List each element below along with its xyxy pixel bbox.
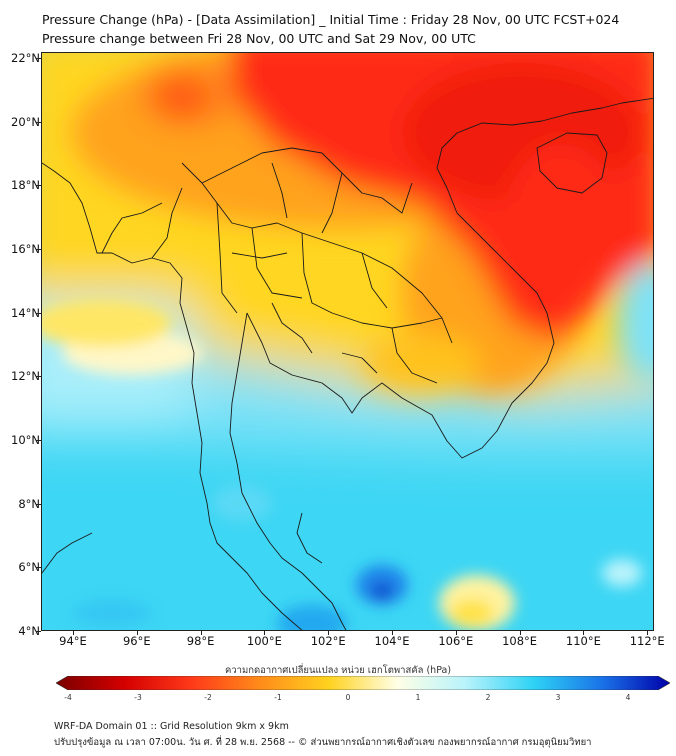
longitude-tick	[455, 631, 457, 635]
colorbar-tick-label: 4	[625, 693, 631, 702]
latitude-tick	[36, 376, 41, 378]
footer-domain-info: WRF-DA Domain 01 :: Grid Resolution 9km …	[54, 721, 289, 732]
longitude-label: 112°E	[629, 634, 665, 648]
map-subtitle: Pressure change between Fri 28 Nov, 00 U…	[42, 31, 476, 46]
longitude-tick	[73, 631, 74, 635]
colorbar-tick-label: -4	[64, 693, 72, 702]
latitude-label: 6°N	[18, 560, 40, 575]
longitude-tick	[392, 631, 393, 635]
longitude-tick	[328, 631, 330, 635]
latitude-label: 8°N	[18, 496, 40, 511]
colorbar	[56, 676, 670, 690]
latitude-label: 4°N	[18, 624, 40, 638]
latitude-label: 18°N	[11, 178, 40, 193]
latitude-tick	[36, 58, 41, 59]
longitude-label: 106°E	[438, 634, 474, 648]
colorbar-tick-label: -2	[204, 693, 212, 702]
latitude-tick	[36, 121, 41, 123]
latitude-label: 22°N	[11, 51, 40, 65]
latitude-label: 16°N	[11, 242, 40, 256]
colorbar-title: ความกดอากาศเปลี่ยนแปลง หน่วย เฮกโตพาสคัล…	[224, 665, 452, 676]
longitude-tick	[647, 631, 649, 635]
colorbar-tick-label: 3	[555, 693, 561, 702]
pressure-change-map	[41, 52, 654, 631]
longitude-label: 98°E	[186, 634, 215, 648]
longitude-label: 96°E	[122, 634, 151, 648]
longitude-tick	[136, 631, 138, 635]
footer-credit: ปรับปรุงข้อมูล ณ เวลา 07:00น. วัน ศ. ที่…	[54, 737, 592, 748]
latitude-label: 10°N	[11, 433, 40, 447]
longitude-label: 102°E	[310, 634, 346, 648]
latitude-tick	[36, 503, 41, 505]
latitude-tick	[36, 312, 41, 314]
latitude-label: 20°N	[11, 114, 40, 129]
map-title: Pressure Change (hPa) - [Data Assimilati…	[42, 12, 620, 27]
latitude-tick	[36, 440, 41, 441]
longitude-tick	[264, 631, 266, 635]
longitude-tick	[519, 631, 521, 635]
latitude-tick	[36, 185, 41, 187]
longitude-label: 104°E	[374, 634, 410, 648]
latitude-label: 12°N	[11, 369, 40, 384]
latitude-tick	[36, 249, 41, 250]
longitude-label: 110°E	[565, 634, 601, 648]
colorbar-tick-label: 2	[485, 693, 491, 702]
colorbar-tick-label: 0	[345, 693, 351, 702]
latitude-tick	[36, 567, 41, 569]
longitude-label: 108°E	[502, 634, 538, 648]
colorbar-tick-label: 1	[415, 693, 421, 702]
latitude-tick	[36, 631, 41, 632]
longitude-tick	[200, 631, 202, 635]
longitude-label: 94°E	[59, 634, 87, 648]
colorbar-tick-label: -3	[134, 693, 142, 702]
longitude-label: 100°E	[246, 634, 282, 648]
latitude-label: 14°N	[11, 305, 40, 320]
longitude-tick	[583, 631, 585, 635]
colorbar-tick-label: -1	[274, 693, 282, 702]
